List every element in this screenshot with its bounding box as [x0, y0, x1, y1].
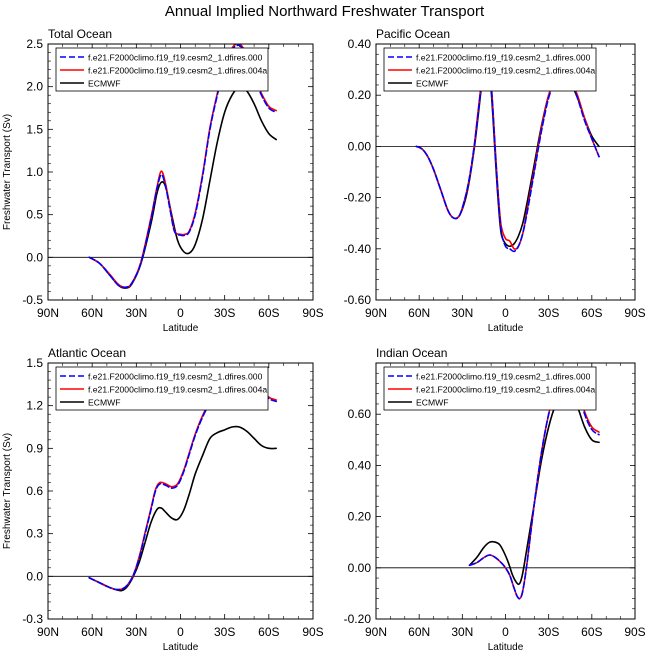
x-tick-label: 90S	[624, 306, 645, 320]
x-tick-label: 60S	[581, 306, 602, 320]
y-tick-label: 0.00	[348, 139, 372, 153]
y-tick-label: 0.5	[26, 208, 43, 222]
x-tick-label: 60N	[408, 625, 430, 639]
x-tick-label: 90N	[365, 625, 387, 639]
legend-label: f.e21.F2000climo.f19_f19.cesm2_1.dfires.…	[88, 53, 263, 63]
x-tick-label: 90N	[365, 306, 387, 320]
legend: f.e21.F2000climo.f19_f19.cesm2_1.dfires.…	[55, 366, 269, 411]
y-tick-label: 0.00	[348, 561, 372, 575]
x-tick-label: 0	[502, 625, 509, 639]
x-tick-label: 0	[177, 306, 184, 320]
figure-title: Annual Implied Northward Freshwater Tran…	[165, 3, 485, 20]
plot-frame	[47, 43, 314, 301]
legend-label: f.e21.F2000climo.f19_f19.cesm2_1.dfires.…	[88, 385, 267, 395]
legend-box	[383, 47, 597, 92]
y-tick-label: 0.20	[348, 510, 372, 524]
x-tick-label: 30N	[451, 625, 473, 639]
y-tick-label: 0.40	[348, 458, 372, 472]
legend: f.e21.F2000climo.f19_f19.cesm2_1.dfires.…	[383, 366, 597, 411]
y-tick-label: 1.2	[26, 399, 43, 413]
x-tick-label: 90N	[37, 306, 59, 320]
x-tick-label: 90S	[624, 625, 645, 639]
x-tick-label: 60S	[258, 306, 279, 320]
panel-1: Total Ocean 90N 60N 30N 0 30S 60S 90S -0.5 0.0 0.5…	[2, 27, 324, 334]
y-tick-label: 0.6	[26, 484, 43, 498]
legend-box	[383, 366, 597, 411]
y-tick-label: 0.0	[26, 250, 43, 264]
y-tick-label: -0.20	[344, 612, 372, 626]
legend-label: f.e21.F2000climo.f19_f19.cesm2_1.dfires.…	[416, 385, 595, 395]
plot-frame	[375, 362, 636, 620]
y-tick-label: -0.5	[22, 293, 43, 307]
legend-label: f.e21.F2000climo.f19_f19.cesm2_1.dfires.…	[88, 372, 263, 382]
y-tick-label: 2.0	[26, 80, 43, 94]
plot-frame	[47, 362, 314, 620]
y-tick-label: 0.9	[26, 441, 43, 455]
y-tick-label: 0.60	[348, 407, 372, 421]
legend-label: ECMWF	[88, 398, 120, 408]
y-tick-label: 1.0	[26, 165, 43, 179]
x-tick-label: 60N	[81, 625, 103, 639]
y-tick-label: 0.3	[26, 527, 43, 541]
x-tick-label: 30S	[214, 306, 235, 320]
y-tick-label: 0.0	[26, 569, 43, 583]
x-tick-label: 30N	[125, 306, 147, 320]
x-tick-label: 0	[502, 306, 509, 320]
legend: f.e21.F2000climo.f19_f19.cesm2_1.dfires.…	[55, 47, 269, 92]
x-tick-label: 30N	[125, 625, 147, 639]
legend-box	[55, 47, 269, 92]
y-tick-label: -0.60	[344, 293, 372, 307]
panel-title: Indian Ocean	[376, 346, 447, 360]
y-tick-label: -0.3	[22, 612, 43, 626]
y-tick-label: 2.5	[26, 37, 43, 51]
x-tick-label: 60N	[81, 306, 103, 320]
plot-frame	[375, 43, 636, 301]
x-tick-label: 90S	[302, 625, 323, 639]
x-axis-label: Latitude	[163, 323, 199, 334]
x-axis-label: Latitude	[488, 642, 524, 653]
x-tick-label: 30S	[538, 306, 559, 320]
y-tick-label: 0.20	[348, 88, 372, 102]
panel-title: Pacific Ocean	[376, 27, 450, 41]
legend-label: ECMWF	[88, 79, 120, 89]
panel-title: Total Ocean	[48, 27, 112, 41]
x-tick-label: 30S	[214, 625, 235, 639]
x-tick-label: 60S	[258, 625, 279, 639]
x-tick-label: 30S	[538, 625, 559, 639]
x-tick-label: 0	[177, 625, 184, 639]
legend-label: f.e21.F2000climo.f19_f19.cesm2_1.dfires.…	[416, 372, 591, 382]
legend-label: f.e21.F2000climo.f19_f19.cesm2_1.dfires.…	[88, 66, 267, 76]
panel-title: Atlantic Ocean	[48, 346, 126, 360]
legend-box	[55, 366, 269, 411]
legend-label: ECMWF	[416, 398, 448, 408]
x-tick-label: 90S	[302, 306, 323, 320]
y-tick-label: -0.20	[344, 191, 372, 205]
y-tick-label: 1.5	[26, 122, 43, 136]
series-line-3	[88, 425, 277, 592]
y-tick-label: 0.40	[348, 37, 372, 51]
x-tick-label: 60N	[408, 306, 430, 320]
panel-4: Indian Ocean 90N 60N 30N 0 30S 60S 90S -0.20 0.00…	[344, 346, 646, 653]
x-tick-label: 30N	[451, 306, 473, 320]
panel-2: Pacific Ocean 90N 60N 30N 0 30S 60S 90S -0.60 -0.…	[344, 27, 646, 334]
y-tick-label: -0.40	[344, 242, 372, 256]
legend-label: f.e21.F2000climo.f19_f19.cesm2_1.dfires.…	[416, 53, 591, 63]
y-tick-label: 1.5	[26, 356, 43, 370]
y-axis-label: Freshwater Transport (Sv)	[2, 114, 13, 230]
y-axis-label: Freshwater Transport (Sv)	[2, 433, 13, 549]
legend-label: f.e21.F2000climo.f19_f19.cesm2_1.dfires.…	[416, 66, 595, 76]
legend: f.e21.F2000climo.f19_f19.cesm2_1.dfires.…	[383, 47, 597, 92]
x-axis-label: Latitude	[488, 323, 524, 334]
x-tick-label: 90N	[37, 625, 59, 639]
x-tick-label: 60S	[581, 625, 602, 639]
legend-label: ECMWF	[416, 79, 448, 89]
panel-3: Atlantic Ocean 90N 60N 30N 0 30S 60S 90S -0.3 0.0…	[2, 346, 324, 653]
x-axis-label: Latitude	[163, 642, 199, 653]
